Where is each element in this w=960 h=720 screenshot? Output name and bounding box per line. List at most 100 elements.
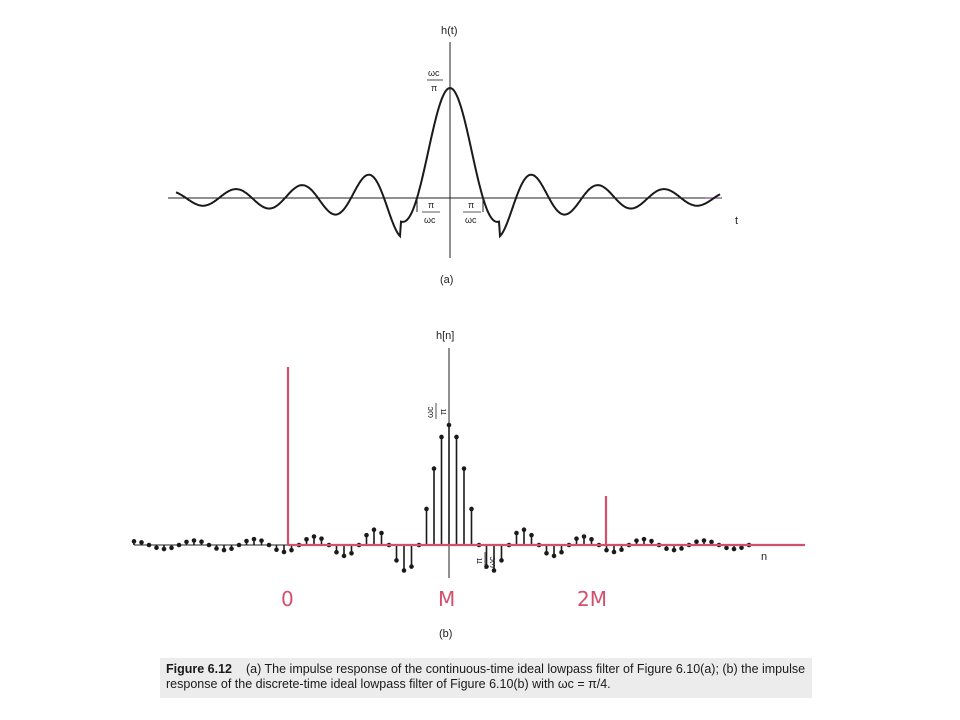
zero-left-denominator: ωc [424, 215, 436, 225]
panel-a-peak-label: ωc π [427, 68, 443, 93]
panel-a-sublabel: (a) [440, 274, 453, 286]
stem-point [649, 538, 654, 544]
stem-point [341, 553, 347, 559]
stem-point [739, 545, 744, 551]
panel-b-sublabel: (b) [439, 628, 452, 640]
stem-point [236, 542, 242, 548]
panel-a: h(t) t ωc π π ωc π ωc (a) [168, 25, 738, 286]
panel-a-sinc-curve [175, 86, 721, 239]
stem-point [514, 530, 519, 536]
stem-point [664, 546, 669, 552]
stem-point [139, 540, 144, 545]
stem-point [184, 539, 189, 545]
annotation-label-M: M [438, 587, 455, 611]
stem-point [191, 538, 197, 543]
stem-point [394, 558, 399, 563]
stem-point [176, 542, 182, 548]
zero-right-numerator: π [468, 200, 474, 210]
stem-point [499, 558, 504, 563]
stem-point [304, 537, 309, 542]
stem-point [319, 536, 324, 541]
stem-point [589, 537, 594, 542]
stem-point [529, 532, 534, 538]
peak-label-denominator: π [431, 83, 437, 93]
stem-point [131, 539, 137, 544]
stem-point [281, 549, 287, 555]
stem-point [581, 534, 587, 539]
stem-point [161, 546, 167, 552]
stem-point [469, 506, 474, 512]
stem-point [611, 549, 617, 555]
caption-label: Figure 6.12 [166, 662, 232, 676]
tick-label-numerator: π [474, 558, 484, 564]
panel-a-zero-left-label: π ωc [416, 200, 440, 225]
panel-b-stems [131, 422, 752, 573]
panel-b-peak-label: ωc π [425, 403, 448, 419]
panel-b-xlabel: n [761, 551, 767, 563]
stem-point [544, 551, 549, 556]
stem-point [446, 422, 452, 428]
stem-point [274, 547, 279, 552]
stem-point [634, 538, 639, 543]
stem-point [146, 542, 152, 548]
stem-point [379, 530, 384, 536]
stem-point [551, 553, 557, 559]
panel-b-ylabel: h[n] [436, 330, 454, 342]
stem-point [521, 527, 527, 533]
stem-point [364, 532, 369, 538]
stem-point [154, 545, 159, 551]
stem-point [461, 466, 467, 471]
zero-right-denominator: ωc [465, 215, 477, 225]
stem-point [641, 536, 647, 542]
annotation-label-2M: 2M [577, 587, 607, 611]
stem-point [349, 551, 354, 556]
annotation-label-0: 0 [281, 587, 294, 611]
stem-point [266, 542, 272, 548]
panel-b: h[n] n ωc π π ωc (b) [131, 330, 767, 640]
zero-left-numerator: π [428, 200, 434, 210]
stem-point [289, 547, 294, 553]
stem-point [709, 539, 714, 545]
panel-a-xlabel: t [735, 215, 738, 227]
stem-point [574, 536, 579, 541]
stem-point [491, 568, 497, 573]
peak-label-denominator: π [438, 409, 448, 415]
stem-point [199, 539, 204, 545]
stem-point [679, 546, 684, 551]
stem-point [559, 549, 564, 555]
stem-point [251, 536, 257, 542]
stem-point [311, 534, 317, 539]
caption-text: (a) The impulse response of the continuo… [166, 662, 806, 691]
stem-point [454, 434, 459, 440]
stem-point [259, 538, 264, 543]
stem-point [424, 506, 429, 512]
stem-point [619, 547, 624, 552]
stem-point [671, 547, 677, 553]
stem-point [371, 527, 377, 533]
handwritten-annotations: 0 M 2M [281, 367, 805, 611]
stem-point [169, 545, 174, 551]
panel-a-zero-right-label: π ωc [463, 200, 484, 225]
tick-label-denominator: ωc [487, 556, 497, 568]
panel-b-tick-label: π ωc [474, 552, 497, 569]
stem-point [439, 434, 444, 440]
stem-point [206, 542, 212, 548]
stem-point [401, 568, 407, 573]
stem-point [334, 549, 339, 555]
stem-point [214, 546, 219, 551]
stem-point [724, 545, 729, 551]
peak-label-numerator: ωc [428, 68, 440, 78]
stem-point [731, 546, 737, 552]
stem-point [694, 539, 699, 545]
stem-point [701, 538, 707, 543]
stem-point [431, 466, 437, 471]
stem-point [229, 546, 234, 552]
panel-a-ylabel: h(t) [441, 25, 458, 37]
figure-caption: Figure 6.12 (a) The impulse response of t… [160, 658, 812, 698]
stem-point [244, 538, 249, 544]
peak-label-numerator: ωc [425, 406, 435, 418]
stem-point [221, 547, 227, 553]
stem-point [604, 547, 609, 553]
stem-point [409, 564, 414, 569]
